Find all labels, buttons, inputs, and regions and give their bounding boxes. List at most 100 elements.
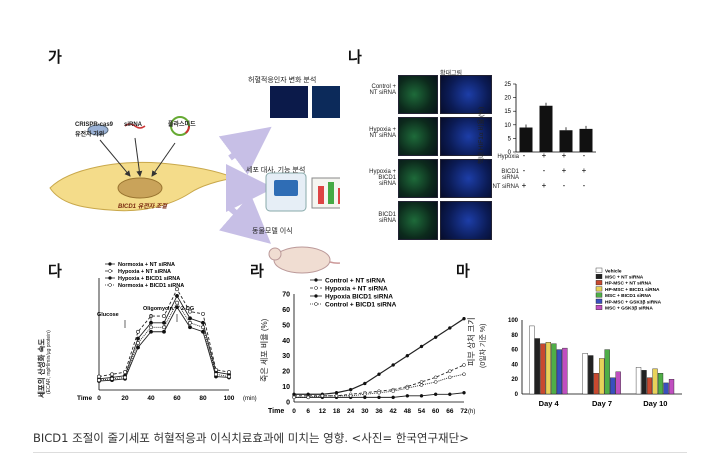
sign-cell: -	[523, 166, 526, 175]
x-axis-title: Time	[268, 408, 284, 415]
x-tick-label: 36	[375, 408, 383, 415]
data-point	[292, 395, 296, 400]
data-point	[292, 392, 296, 397]
crispr-icon	[87, 124, 109, 136]
arrow-down	[219, 194, 272, 244]
bar-1	[519, 127, 533, 152]
y-tick-label: 0	[515, 392, 519, 398]
hif-ylabel: 핵내 HIF1α 비율 (%)	[478, 106, 485, 164]
x-tick-label: 66	[446, 408, 454, 415]
plasmid-label: 플라스미드	[168, 122, 196, 128]
legend-marker	[314, 294, 318, 298]
data-point	[391, 395, 395, 400]
sirna-icon	[124, 123, 146, 129]
y-tick-label: 60	[282, 307, 290, 314]
data-point	[306, 395, 310, 400]
bar-1-4	[604, 349, 610, 395]
data-point	[405, 386, 410, 390]
data-point	[175, 305, 179, 310]
y-tick-label: 0	[286, 400, 290, 407]
data-point	[363, 395, 367, 400]
x-tick-label: 0	[97, 395, 101, 402]
data-point	[433, 392, 438, 397]
bar-3	[559, 130, 573, 152]
y-tick-label: 0	[508, 150, 512, 156]
bar-1-0	[582, 353, 588, 395]
data-point	[110, 376, 114, 381]
box2-title: 세포 대사, 기능 분석	[246, 167, 306, 174]
legend-entry: MSC + GSK3β siRNA	[605, 306, 653, 312]
cell-death-line-chart: 0 10 20 30 40 50 60 70 0 6 12 18 24 30 36 42 48 54 60 66 72 T…	[268, 278, 475, 416]
x-tick-label: 6	[306, 408, 310, 415]
data-point	[377, 390, 381, 395]
bar-4	[579, 128, 593, 152]
data-point	[433, 380, 438, 384]
y-tick-label: 20	[511, 377, 518, 383]
y-tick-label: 10	[504, 123, 511, 129]
x-axis-title: Time	[77, 395, 92, 402]
panel-label-ma: 마	[456, 262, 470, 280]
legend-swatch	[595, 286, 603, 292]
micro-image-4b	[440, 201, 492, 240]
x-tick-label: 40	[147, 395, 155, 402]
data-point	[162, 325, 166, 330]
sign-cell: +	[582, 166, 587, 175]
data-point	[334, 390, 339, 395]
data-point	[149, 325, 153, 330]
y-tick-label: 40	[282, 338, 290, 345]
data-point	[433, 375, 438, 380]
legend-marker	[108, 262, 112, 266]
sign-cell: +	[562, 166, 567, 175]
ecar-line-chart: 0 20 40 60 80 100 Time (min) Normoxia + NT siRNA…	[77, 262, 257, 402]
nucleus-shape	[117, 177, 163, 199]
bar-2-3	[652, 368, 658, 395]
micro-image-4a	[398, 201, 438, 240]
data-point	[419, 394, 424, 398]
sign-cell: -	[543, 166, 546, 175]
legend-entry: HP-MSC + GSK3β siRNA	[605, 299, 662, 305]
data-point	[448, 375, 452, 380]
legend-swatch	[595, 267, 603, 273]
data-point	[448, 369, 452, 373]
legend-entry: Hypoxia + NT siRNA	[118, 269, 171, 275]
data-point	[391, 363, 395, 367]
data-point	[377, 395, 381, 400]
data-point	[377, 372, 381, 376]
data-point	[97, 378, 101, 383]
data-point	[149, 329, 153, 334]
data-point	[214, 372, 218, 377]
bar-2	[539, 105, 553, 152]
data-point	[175, 300, 179, 305]
series-line-2	[98, 306, 230, 382]
x-tick-label: 60	[432, 408, 440, 415]
crispr-label: CRISPR-cas9	[75, 122, 114, 128]
y-tick-label: 60	[511, 348, 518, 354]
data-point	[136, 341, 140, 345]
data-point	[306, 392, 310, 397]
data-point	[227, 370, 231, 374]
data-point	[462, 372, 466, 376]
bar-1-5	[610, 377, 616, 395]
panel-label-ra: 라	[250, 262, 264, 280]
sign-cell: +	[542, 181, 547, 190]
data-point	[162, 320, 166, 325]
data-point	[136, 345, 140, 350]
data-point	[391, 389, 395, 393]
row-name-bicd1: BICD1 siRNA	[501, 169, 519, 181]
micro-image-3b	[440, 159, 492, 198]
bar-0-0	[529, 325, 535, 395]
micro-image-1a	[398, 75, 438, 114]
bar-0-1	[534, 338, 541, 395]
y-tick-label: 15	[504, 109, 511, 115]
data-point	[348, 394, 353, 398]
data-point	[334, 394, 339, 398]
y-tick-label: 20	[282, 369, 290, 376]
bar-0-6	[562, 347, 568, 395]
data-point	[97, 374, 101, 379]
data-point	[348, 387, 353, 392]
x-tick-label: 48	[404, 408, 412, 415]
data-point	[188, 309, 192, 314]
annotation-0: Glucose	[97, 312, 119, 318]
zoom-title: 확대그림	[440, 71, 463, 77]
row-label-3: Hypoxia + BICD1 siRNA	[369, 169, 396, 187]
